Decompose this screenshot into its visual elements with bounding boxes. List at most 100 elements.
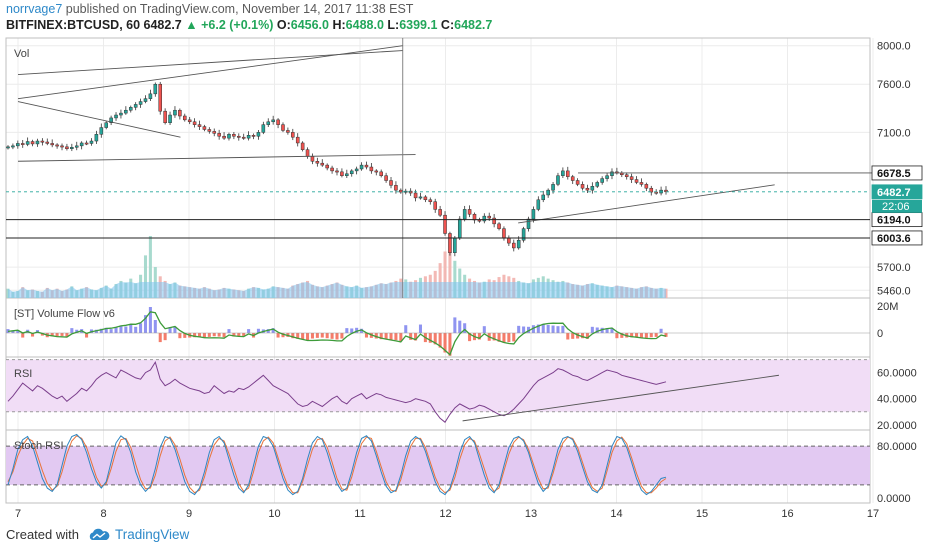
volume-flow-bar-down [428,333,432,343]
candle-body [330,167,334,172]
price-tick-label: 5460.0 [877,285,911,297]
volume-flow-bar-up [143,315,148,333]
volume-flow-bar-down [232,333,236,337]
volume-flow-bar-down [306,333,310,341]
volume-flow-bar-down [620,333,624,338]
candle-body [310,156,315,162]
volume-flow-bar-down [40,333,44,336]
volume-flow-bar-down [158,333,162,343]
created-with-text: Created with [6,527,79,542]
volume-ma-area [8,282,666,298]
candle-body [566,170,570,177]
volume-flow-bar-up [610,328,614,333]
volume-flow-bar-up [595,327,599,333]
high-label: H: [332,18,346,32]
candle-body [217,133,221,137]
candle-body [183,115,187,121]
volume-flow-bar-down [202,333,206,338]
low-label: L: [387,18,400,32]
candle-body [237,135,241,138]
volume-flow-bar-down [315,333,319,338]
candle-body [84,142,89,145]
symbol-label: BITFINEX:BTCUSD, 60 [6,18,141,32]
volume-flow-bar-up [404,325,408,333]
candle-body [453,238,457,253]
countdown-label: 22:06 [882,201,910,213]
author-link[interactable]: norrvage7 [6,2,63,16]
volume-flow-bar-down [409,333,413,340]
candle-body [610,171,614,176]
trendline-0 [17,50,403,76]
volume-flow-bar-down [492,333,496,341]
candle-body [546,189,550,196]
rsi-tick-label: 40.0000 [877,394,917,406]
volume-flow-bar-up [266,329,270,333]
candle-body [369,166,374,172]
candle-body [305,149,310,157]
volume-flow-bar-up [536,324,540,333]
candle-body [448,233,452,253]
volume-flow-bar-up [109,329,113,333]
candle-body [649,187,654,193]
volume-flow-bar-down [502,333,506,343]
candle-body [634,179,639,183]
volume-flow-bar-up [271,328,275,333]
candle-body [163,110,167,123]
volume-flow-bar-down [301,333,305,340]
pane-label-stoch-rsi: Stoch RSI [14,440,64,452]
volume-flow-bar-down [60,333,64,336]
candle-body [585,187,590,191]
volume-flow-bar-down [585,333,589,339]
volume-flow-bar-down [468,333,472,342]
price-tick-label: 8000.0 [877,41,911,53]
candle-body [119,112,123,116]
candle-body [30,141,35,145]
price-tick-label: 7100.0 [877,127,911,139]
volume-flow-bar-down [654,333,658,337]
volume-flow-bar-up [119,325,123,333]
volume-flow-bar-up [551,325,555,333]
volume-flow-bar-up [600,327,604,333]
price-label-box [871,165,923,181]
volume-flow-bar-up [526,326,531,333]
volume-flow-bar-down [664,333,668,337]
volume-flow-bar-up [139,323,143,333]
volume-flow-bar-down [644,333,648,338]
chart-canvas[interactable]: 8000.0 7600.0 7100.0 5700.0 5460.0 60.0000 40.… [0,0,932,520]
candle-body [94,134,99,142]
candle-body [438,209,442,216]
volume-flow-bar-down [477,333,481,340]
volume-flow-bar-up [350,328,354,333]
volume-flow-bar-up [605,328,609,333]
pane-label-rsi: RSI [14,368,32,380]
volume-bar [448,243,452,298]
candle-body [629,176,634,180]
candle-body [45,141,50,144]
tradingview-logo[interactable]: TradingView [87,527,189,542]
volume-flow-bar-down [438,333,442,348]
candle-body [487,215,491,219]
candle-body [178,109,182,117]
volume-flow-bar-up [463,323,467,333]
x-tick-label: 10 [268,508,280,520]
volume-flow-bar-down [340,333,344,339]
volume-flow-bar-up [129,324,133,333]
candle-body [227,134,231,139]
candle-body [595,182,600,187]
candle-body [300,142,305,150]
candle-body [354,168,359,172]
volume-flow-bar-up [227,329,231,333]
candle-body [251,135,256,137]
volume-bar [438,263,442,298]
volume-flow-bar-down [65,333,69,337]
candle-body [521,228,526,241]
x-tick-label: 9 [186,508,192,520]
volume-flow-bar-down [325,333,329,339]
volume-flow-bar-down [443,333,447,353]
volume-flow-bar-up [99,328,103,333]
x-tick-label: 15 [696,508,708,520]
candle-body [55,144,59,147]
candle-body [246,135,251,139]
candle-body [40,140,45,143]
candle-body [261,124,266,133]
